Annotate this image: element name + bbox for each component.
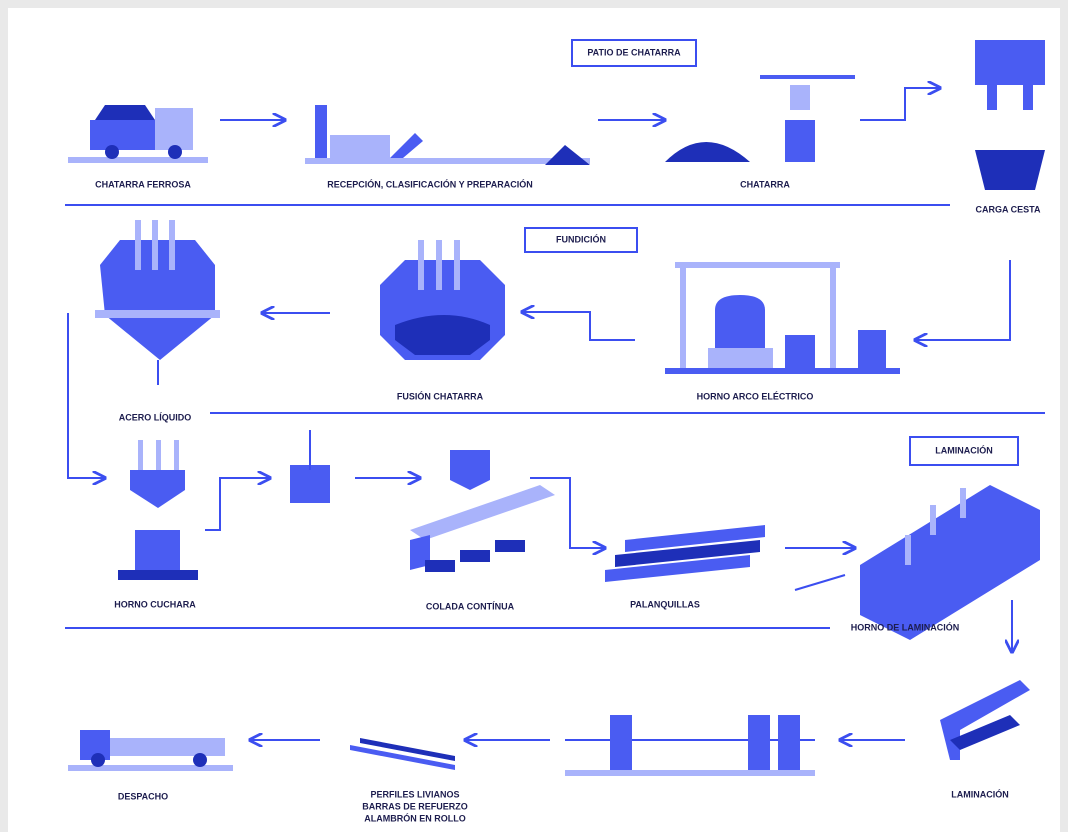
- diagram: PATIO DE CHATARRA FUNDICIÓN LAMINACIÓN C…: [0, 0, 1068, 832]
- node-label: HORNO DE LAMINACIÓN: [851, 621, 960, 632]
- node-label: ALAMBRÓN EN ROLLO: [364, 812, 466, 823]
- node-label: PALANQUILLAS: [630, 599, 700, 609]
- node-label: RECEPCIÓN, CLASIFICACIÓN Y PREPARACIÓN: [327, 178, 533, 189]
- node-label: FUSIÓN CHATARRA: [397, 390, 484, 401]
- node-label: HORNO ARCO ELÉCTRICO: [697, 391, 814, 401]
- node-label: BARRAS DE REFUERZO: [362, 801, 468, 811]
- node-label: DESPACHO: [118, 791, 168, 801]
- node-label: CHATARRA: [740, 179, 790, 189]
- node-label: ACERO LÍQUIDO: [119, 412, 192, 422]
- node-label: LAMINACIÓN: [951, 788, 1009, 799]
- section-title: FUNDICIÓN: [556, 233, 606, 244]
- node-label: COLADA CONTÍNUA: [426, 601, 515, 611]
- section-title: LAMINACIÓN: [935, 444, 993, 455]
- section-title: PATIO DE CHATARRA: [587, 47, 681, 57]
- node-label: CHATARRA FERROSA: [95, 179, 191, 189]
- node-label: CARGA CESTA: [976, 204, 1042, 214]
- node-label: PERFILES LIVIANOS: [370, 789, 459, 799]
- node-label: HORNO CUCHARA: [114, 599, 196, 609]
